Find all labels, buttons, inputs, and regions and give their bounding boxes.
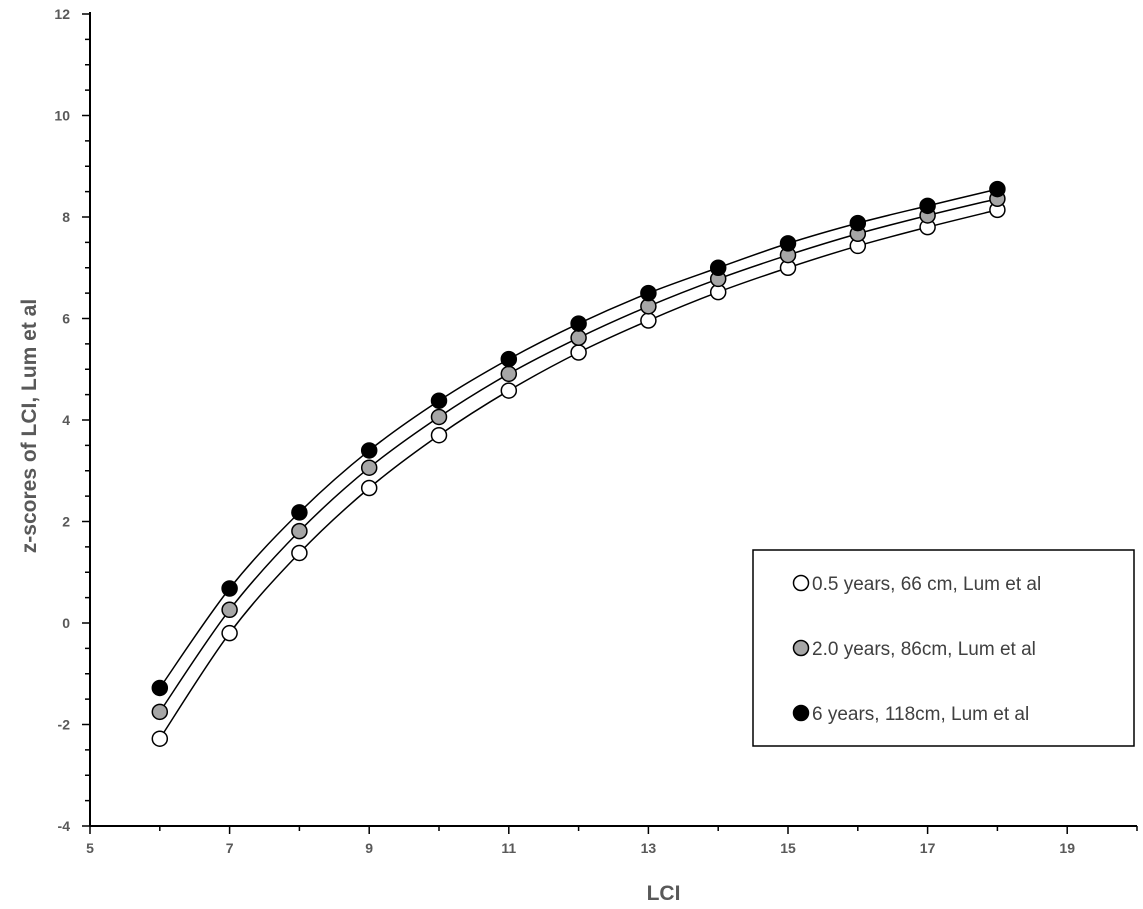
ticks-layer: 5 7 9 11 13 15 17 19 -4 -2 0 2 4 6 8 10 12 <box>54 6 1138 856</box>
y-tick-label: -2 <box>58 717 71 733</box>
data-point <box>291 544 308 562</box>
data-point <box>221 580 238 597</box>
x-tick-label: 5 <box>86 840 94 856</box>
legend-entries: 0.5 years, 66 cm, Lum et al 2.0 years, 86… <box>792 574 1041 725</box>
y-tick-label: 10 <box>54 108 70 124</box>
x-tick-label: 11 <box>501 840 516 856</box>
data-point <box>709 259 727 276</box>
legend-marker <box>792 574 810 592</box>
x-tick-label: 7 <box>226 840 234 856</box>
x-tick-label: 19 <box>1059 840 1075 856</box>
data-point <box>849 214 867 232</box>
legend-marker <box>792 704 810 722</box>
data-point <box>919 197 936 215</box>
data-point <box>500 350 518 368</box>
y-tick-label: 12 <box>54 6 70 22</box>
data-point <box>291 504 308 521</box>
legend-marker <box>792 639 810 657</box>
data-point <box>779 235 797 252</box>
data-point <box>151 679 169 697</box>
legend-box <box>752 549 1135 747</box>
x-tick-label: 15 <box>780 840 796 856</box>
data-point <box>151 703 169 721</box>
data-point <box>291 522 308 540</box>
y-tick-label: 8 <box>62 209 70 225</box>
y-tick-label: 2 <box>62 514 70 530</box>
x-tick-label: 13 <box>641 840 657 856</box>
data-point <box>500 382 518 399</box>
data-point <box>989 180 1006 198</box>
y-tick-label: 6 <box>62 311 70 327</box>
y-tick-label: -4 <box>58 818 71 834</box>
data-point <box>640 284 657 302</box>
legend-label: 2.0 years, 86cm, Lum et al <box>812 639 1036 660</box>
data-point <box>360 442 378 459</box>
series-layer <box>151 180 1006 747</box>
x-tick-label: 9 <box>365 840 373 856</box>
data-point <box>500 365 518 383</box>
data-point <box>360 459 378 476</box>
data-point <box>360 479 378 497</box>
y-tick-label: 0 <box>62 615 70 631</box>
x-axis-title: LCI <box>647 882 681 905</box>
data-point <box>570 344 587 361</box>
data-point <box>640 312 657 329</box>
data-point <box>221 601 238 619</box>
data-point <box>151 730 169 747</box>
legend-label: 0.5 years, 66 cm, Lum et al <box>812 574 1041 595</box>
data-point <box>570 329 587 347</box>
x-tick-label: 17 <box>920 840 936 856</box>
data-point <box>430 408 448 426</box>
data-point <box>430 392 448 409</box>
data-point <box>430 426 448 444</box>
legend: 0.5 years, 66 cm, Lum et al 2.0 years, 86… <box>752 549 1135 747</box>
legend-label: 6 years, 118cm, Lum et al <box>812 704 1029 725</box>
data-point <box>221 624 238 642</box>
y-axis-title: z-scores of LCI, Lum et al <box>18 299 41 553</box>
y-tick-label: 4 <box>62 412 70 428</box>
axes-layer <box>89 12 1137 827</box>
data-point <box>570 315 587 332</box>
